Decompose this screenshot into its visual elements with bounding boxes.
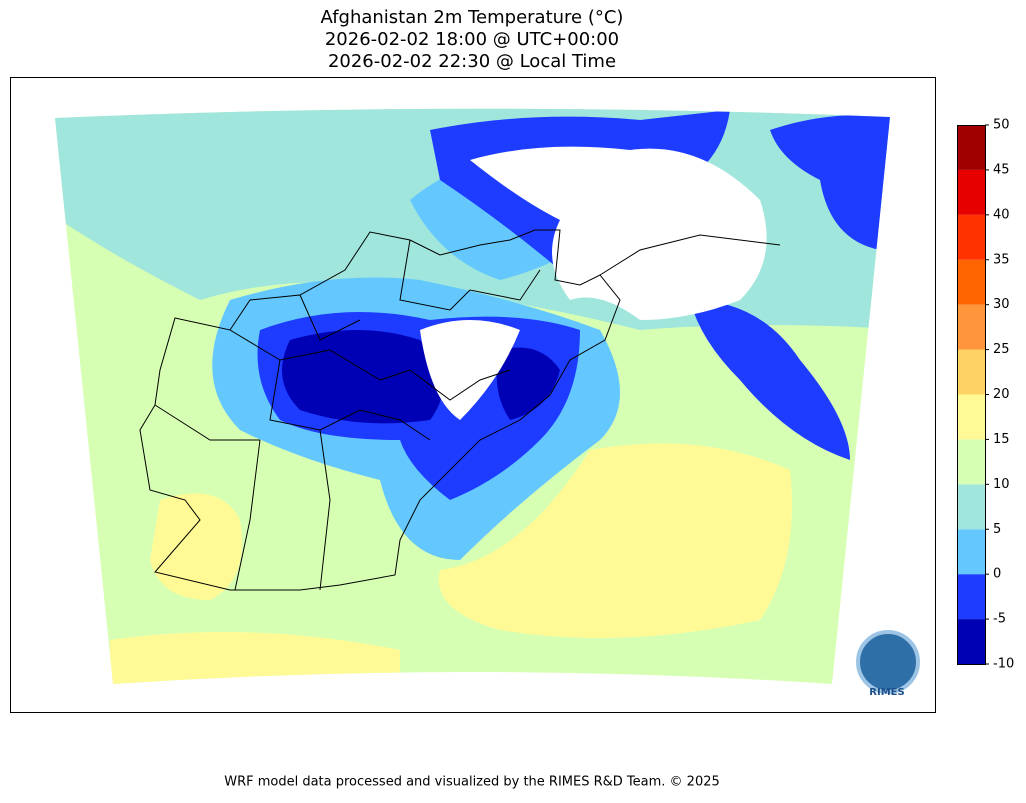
footer: WRF model data processed and visualized … [224,775,720,790]
field-region [282,330,443,424]
colorbar-tick-label: 45 [993,162,1010,177]
colorbar-tick-label: -10 [993,657,1014,672]
title-line: 2026-02-02 22:30 @ Local Time [328,51,616,72]
colorbar-segment [957,619,985,664]
colorbar-segment [957,169,985,215]
colorbar-tick-label: 50 [993,118,1010,133]
logo: RIMES [856,630,920,698]
colorbar-tick-label: 15 [993,432,1010,447]
field-region [690,300,850,460]
colorbar-frame [957,125,986,665]
field-region [150,493,242,600]
colorbar-tick-label: 0 [993,567,1001,582]
title-line: Afghanistan 2m Temperature (°C) [321,7,624,28]
colorbar-tick-label: 35 [993,252,1010,267]
province-border [154,234,781,591]
colorbar-tick-label: 40 [993,207,1010,222]
temperature-field [55,108,890,684]
colorbar: -10 -5 0 5 10 15 20 25 30 35 40 45 50 [957,118,1014,672]
colorbar-segment [957,484,985,530]
colorbar-tick-label: 20 [993,387,1010,402]
country-border [139,229,621,591]
colorbar-segment [957,394,985,440]
colorbar-segment [957,304,985,350]
map-frame [10,77,936,713]
colorbar-segment [957,439,985,485]
field-region [496,347,560,420]
colorbar-segment [957,259,985,305]
no-data-region [420,320,520,420]
colorbar-segment [957,574,985,620]
no-data-region [470,146,767,320]
title-line: 2026-02-02 18:00 @ UTC+00:00 [325,29,619,50]
colorbar-tick-label: -5 [993,612,1006,627]
colorbar-tick-label: 30 [993,297,1010,312]
colorbar-tick-label: 25 [993,342,1010,357]
colorbar-segment [957,214,985,260]
colorbar-segment [957,529,985,575]
colorbar-segment [957,349,985,395]
colorbar-tick-label: 5 [993,522,1001,537]
logo-text: RIMES [869,687,904,698]
logo-emblem [856,630,920,694]
field-region [770,115,890,251]
colorbar-segment [957,125,985,170]
admin-borders [139,229,781,591]
colorbar-tick-label: 10 [993,477,1010,492]
field-region [438,443,792,638]
